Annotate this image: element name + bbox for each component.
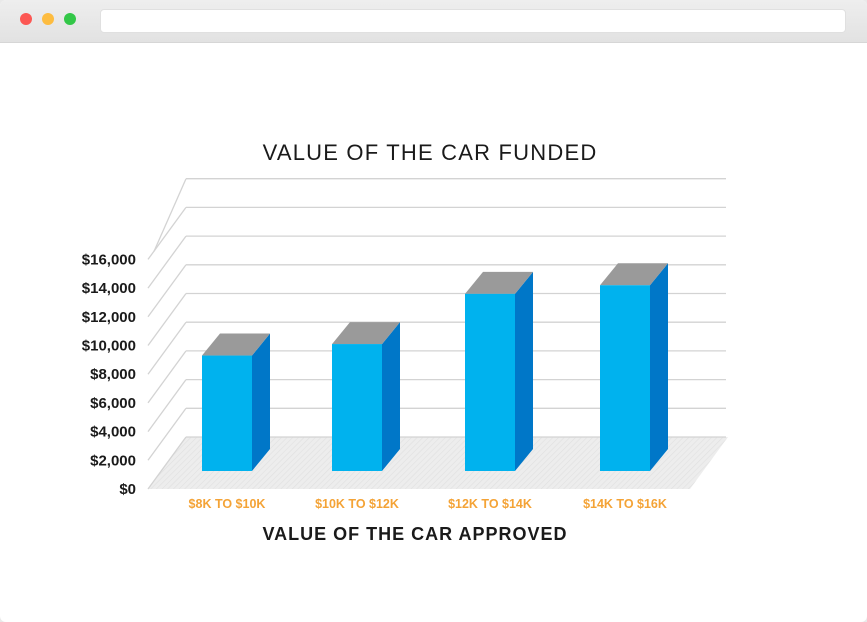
gridline-diagonal — [147, 264, 187, 318]
bar — [202, 333, 270, 471]
x-axis-ticks: $8K TO $10K $10K TO $12K $12K TO $14K $14K … — [189, 497, 667, 511]
gridline-diagonal — [147, 207, 187, 260]
bar-top — [202, 333, 270, 356]
bar-top — [600, 263, 668, 286]
x-tick-label: $14K TO $16K — [583, 497, 667, 511]
x-tick-label: $8K TO $10K — [189, 497, 266, 511]
bar — [600, 263, 668, 471]
bar-front — [465, 293, 515, 471]
y-tick-label: $10,000 — [82, 338, 136, 355]
floor-plane — [148, 437, 728, 489]
gridline-diagonal — [153, 178, 187, 252]
gridline-diagonal — [147, 321, 187, 375]
gridline-diagonal — [147, 407, 187, 461]
chart-bars — [202, 263, 668, 471]
y-tick-label: $0 — [119, 481, 136, 498]
y-tick-label: $4,000 — [90, 424, 136, 441]
gridline-diagonal — [147, 235, 187, 289]
bar — [332, 322, 400, 471]
address-bar[interactable] — [100, 9, 846, 33]
gridline-diagonal — [147, 436, 187, 490]
y-tick-label: $2,000 — [90, 452, 136, 469]
maximize-button[interactable] — [64, 13, 76, 25]
bar-top — [465, 271, 533, 294]
x-tick-label: $10K TO $12K — [315, 497, 399, 511]
bar-top — [332, 322, 400, 345]
chart-floor — [148, 437, 728, 489]
bar-side — [515, 271, 533, 471]
bar-side — [252, 333, 270, 471]
bar-front — [600, 285, 650, 471]
browser-titlebar — [0, 0, 867, 43]
minimize-button[interactable] — [42, 13, 54, 25]
bar-side — [650, 263, 668, 471]
y-tick-label: $6,000 — [90, 395, 136, 412]
gridline-diagonal — [147, 350, 187, 404]
bar-side — [382, 322, 400, 471]
y-tick-label: $14,000 — [82, 280, 136, 297]
y-tick-label: $12,000 — [82, 309, 136, 326]
bar-front — [332, 344, 382, 471]
x-axis-label: VALUE OF THE CAR APPROVED — [262, 524, 567, 544]
y-axis-ticks: $0 $2,000 $4,000 $6,000 $8,000 $10,000 $12,000… — [82, 251, 136, 498]
y-tick-label: $16,000 — [82, 251, 136, 268]
bar — [465, 271, 533, 471]
x-tick-label: $12K TO $14K — [448, 497, 532, 511]
chart-title: VALUE OF THE CAR FUNDED — [263, 140, 598, 165]
bar-front — [202, 355, 252, 471]
gridline-diagonal — [147, 293, 187, 346]
gridline-diagonal — [147, 379, 187, 432]
y-tick-label: $8,000 — [90, 366, 136, 383]
close-button[interactable] — [20, 13, 32, 25]
